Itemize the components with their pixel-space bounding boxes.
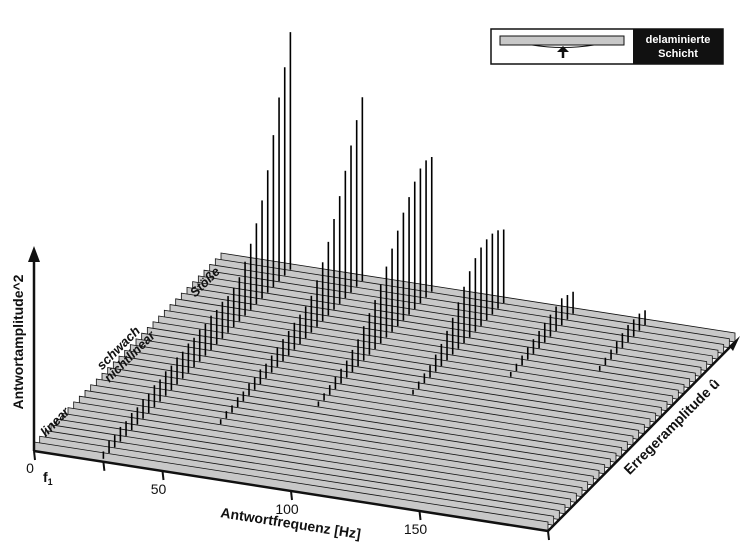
y-axis-arrow xyxy=(28,246,40,262)
x-tick-label: 200 xyxy=(532,541,556,543)
y-axis-label: Antwortamplitude^2 xyxy=(10,274,26,409)
y-axis: Antwortamplitude^2 xyxy=(10,246,40,451)
x-tick xyxy=(547,530,550,541)
z-axis-arrow xyxy=(729,336,740,351)
inset-legend: delaminierte Schicht xyxy=(490,28,724,65)
z-axis-line xyxy=(547,341,736,532)
x-tick xyxy=(290,490,293,501)
inset-label-line-2: Schicht xyxy=(658,48,698,60)
f1-label: f1 xyxy=(43,469,53,487)
x-tick-label: 50 xyxy=(151,481,167,497)
excitation-arrow-icon xyxy=(557,46,569,52)
x-tick xyxy=(161,470,165,481)
x-tick-label: 0 xyxy=(26,460,34,476)
x-tick-label: 100 xyxy=(275,501,299,517)
inset-label-box xyxy=(633,29,723,64)
spectrum-slices xyxy=(33,32,736,532)
x-tick xyxy=(33,450,36,461)
x-tick-label: 150 xyxy=(404,521,428,537)
x-tick xyxy=(418,510,422,521)
delaminated-layer-shape xyxy=(499,35,625,46)
inset-label-line-1: delaminierte xyxy=(646,34,711,46)
f1-tick xyxy=(102,461,106,471)
